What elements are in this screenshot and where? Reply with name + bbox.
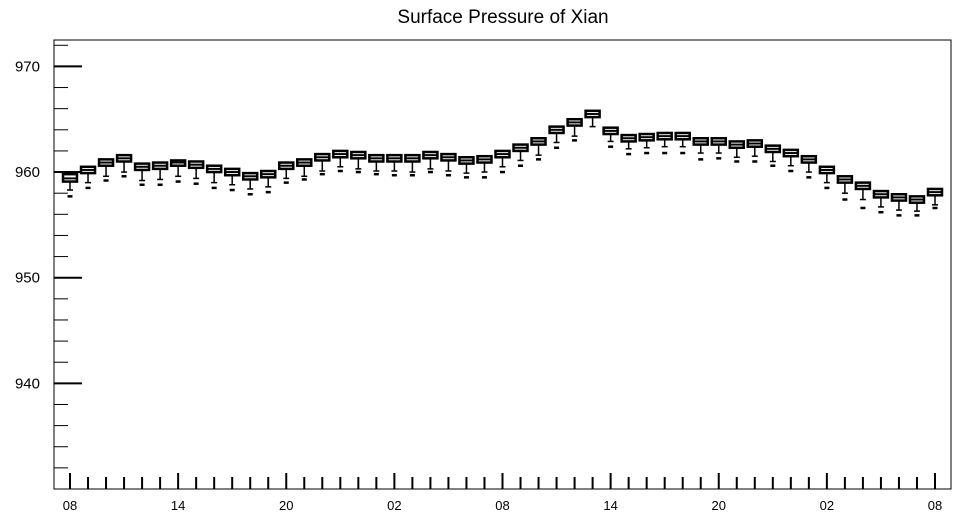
box-plot bbox=[512, 143, 529, 167]
box-plot bbox=[710, 137, 727, 160]
box-plot bbox=[278, 161, 295, 184]
box-plot bbox=[151, 161, 169, 186]
box-plot bbox=[259, 169, 277, 194]
y-tick-label: 960 bbox=[15, 164, 40, 181]
box-plot bbox=[728, 140, 746, 163]
box-plot bbox=[890, 192, 908, 217]
box-plot bbox=[476, 154, 493, 179]
x-tick-label: 02 bbox=[387, 498, 401, 513]
x-tick-label: 20 bbox=[712, 498, 726, 513]
box-plot bbox=[620, 133, 637, 156]
box-plot bbox=[638, 132, 655, 155]
box-plot bbox=[458, 156, 475, 179]
box-plot bbox=[350, 150, 367, 174]
chart-title: Surface Pressure of Xian bbox=[397, 7, 608, 28]
box-plot bbox=[368, 153, 385, 176]
y-tick-label: 950 bbox=[15, 270, 40, 287]
box-plot bbox=[872, 189, 890, 214]
box-plot bbox=[674, 131, 691, 155]
box-series bbox=[61, 109, 944, 217]
box-plot bbox=[440, 152, 457, 177]
x-tick-label: 20 bbox=[279, 498, 293, 513]
box-plot bbox=[548, 125, 565, 150]
x-tick-label: 14 bbox=[603, 498, 617, 513]
box-plot bbox=[494, 149, 511, 174]
box-plot bbox=[404, 153, 421, 177]
box-plot bbox=[61, 172, 79, 198]
box-plot bbox=[97, 158, 115, 182]
box-plot bbox=[223, 167, 241, 192]
box-plot bbox=[800, 154, 818, 179]
box-plot bbox=[782, 148, 800, 173]
box-plot bbox=[602, 126, 619, 148]
box-plot bbox=[854, 181, 872, 210]
x-tick-label: 14 bbox=[171, 498, 185, 513]
box-plot bbox=[566, 117, 583, 142]
x-tick-label: 08 bbox=[495, 498, 509, 513]
box-plot bbox=[314, 152, 331, 176]
box-plot bbox=[746, 139, 764, 163]
box-plot bbox=[764, 144, 782, 167]
box-plot bbox=[79, 165, 97, 190]
box-plot bbox=[530, 137, 547, 161]
box-plot bbox=[133, 162, 151, 186]
box-plot bbox=[584, 109, 601, 128]
y-tick-label: 940 bbox=[15, 375, 40, 392]
box-plot bbox=[205, 164, 223, 190]
box-plot bbox=[836, 175, 854, 201]
y-tick-label: 970 bbox=[15, 58, 40, 75]
box-plot bbox=[187, 160, 205, 185]
box-plot bbox=[908, 195, 926, 217]
y-axis: 940 950 960 970 bbox=[15, 44, 82, 469]
x-tick-label: 02 bbox=[820, 498, 834, 513]
box-plot bbox=[818, 165, 836, 190]
x-tick-label: 08 bbox=[63, 498, 77, 513]
plot-frame bbox=[53, 39, 952, 490]
x-tick-label: 08 bbox=[928, 498, 942, 513]
box-plot bbox=[656, 131, 673, 155]
box-plot bbox=[115, 153, 133, 178]
box-plot bbox=[241, 171, 259, 196]
box-plot bbox=[926, 187, 944, 210]
box-plot bbox=[296, 158, 313, 181]
box-plot bbox=[169, 159, 187, 183]
box-plot bbox=[692, 137, 709, 161]
box-plot bbox=[332, 149, 349, 173]
box-plot bbox=[386, 153, 403, 177]
box-plot bbox=[422, 150, 439, 174]
x-axis: 08 14 20 02 08 14 20 02 08 bbox=[63, 473, 942, 513]
